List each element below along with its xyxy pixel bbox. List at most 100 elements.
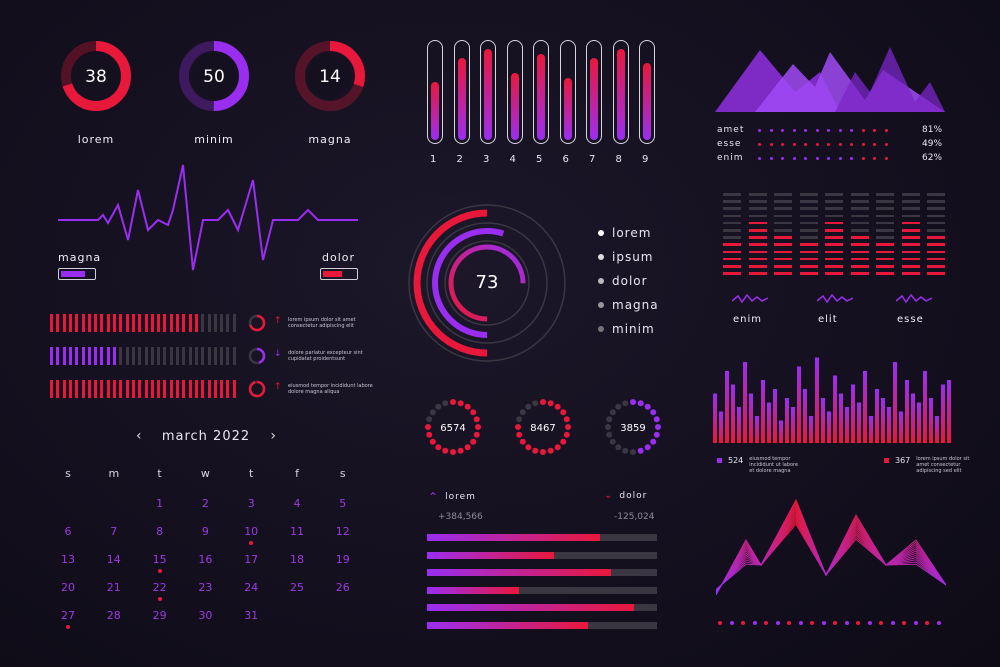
equalizer-cell (850, 193, 869, 196)
calendar-day[interactable]: 30 (198, 609, 213, 622)
calendar-marker (66, 625, 70, 629)
calendar-day[interactable]: 9 (201, 525, 209, 538)
calendar-day[interactable]: 28 (106, 609, 121, 622)
gauge-dot (429, 438, 436, 445)
chevron-right-icon[interactable]: › (270, 428, 276, 444)
calendar-day[interactable]: 6 (64, 525, 72, 538)
progress-tick (144, 347, 148, 365)
gauge-dot (532, 400, 539, 407)
bar (719, 411, 723, 443)
calendar-day[interactable]: 2 (201, 497, 209, 510)
calendar-day[interactable]: 24 (244, 581, 259, 594)
equalizer-cell (723, 243, 741, 246)
donut-ring (426, 222, 548, 344)
equalizer-cell (927, 265, 945, 268)
peak-line (716, 523, 946, 590)
calendar-marker (157, 597, 162, 601)
progress-tick (176, 380, 179, 398)
progress-tick (213, 380, 217, 398)
calendar-day[interactable]: 17 (244, 553, 259, 566)
gauge-dot (609, 409, 616, 416)
progress-tick (157, 380, 161, 398)
equalizer-cell (799, 193, 818, 196)
progress-tick (163, 380, 167, 398)
progress-tick (75, 347, 79, 365)
donut-ring (444, 240, 530, 326)
gauge-dot (519, 409, 526, 416)
donut-legend-item: magna (598, 298, 659, 312)
vertical-bar-fill (537, 53, 545, 140)
calendar-day[interactable]: 21 (106, 581, 121, 594)
calendar-day[interactable]: 14 (106, 553, 121, 566)
calendar-day[interactable]: 16 (198, 553, 213, 566)
calendar-title: march 2022 (161, 428, 251, 444)
calendar-marker (249, 541, 254, 545)
progress-tick (131, 380, 135, 398)
squiggle-line (817, 293, 853, 304)
gauge-dot (609, 438, 616, 445)
bar (929, 398, 933, 443)
squiggle-icon (732, 293, 768, 304)
calendar-day[interactable]: 10 (244, 525, 259, 538)
pct-dot (769, 143, 773, 146)
pct-dot (861, 157, 865, 160)
bar (887, 407, 891, 443)
calendar-day[interactable]: 26 (335, 581, 350, 594)
pulse-right-label: dolor (322, 251, 356, 264)
pct-row-value: 62% (922, 153, 943, 163)
donut-legend-item: minim (598, 322, 659, 336)
calendar-day[interactable]: 8 (156, 525, 164, 538)
pct-dot (884, 157, 888, 160)
gauge-label: minim (194, 133, 234, 146)
calendar-day[interactable]: 3 (247, 497, 255, 510)
arrow-up-icon: ↑ (274, 382, 282, 392)
horizontal-bar (427, 586, 657, 594)
calendar-day[interactable]: 7 (110, 525, 118, 538)
pct-dot (781, 129, 784, 132)
vertical-bar-fill (616, 48, 625, 140)
equalizer-cell (723, 250, 741, 254)
vertical-bar-fill (484, 48, 492, 140)
calendar-day[interactable]: 5 (339, 497, 347, 510)
calendar-day[interactable]: 19 (335, 553, 350, 566)
progress-row-text: lorem ipsum dolor sit amet consectetur a… (288, 317, 356, 329)
calendar-day[interactable]: 20 (61, 581, 75, 594)
progress-tick (220, 314, 224, 332)
equalizer-cell (927, 243, 945, 246)
calendar-weekday: w (200, 467, 210, 480)
calendar-day[interactable]: 18 (290, 553, 304, 566)
progress-tick (213, 314, 217, 332)
equalizer-cell (799, 250, 818, 254)
calendar-day[interactable]: 13 (61, 553, 75, 566)
bar-chart-left-value: 524 (728, 456, 744, 465)
calendar-day[interactable]: 31 (244, 609, 259, 622)
equalizer-cell (748, 250, 767, 254)
calendar-day[interactable]: 23 (198, 581, 213, 594)
calendar-day[interactable]: 1 (156, 497, 164, 510)
bar-chart-left-note: 524 eiusmod tempor incididunt ut labore … (717, 456, 804, 474)
calendar-day[interactable]: 27 (61, 609, 75, 622)
hbars-left-value: +384,566 (438, 512, 483, 522)
equalizer-cell (723, 265, 741, 268)
gauge-dot (650, 409, 657, 416)
calendar-day[interactable]: 15 (152, 553, 167, 566)
equalizer-cell (825, 207, 843, 210)
purple-square-icon (717, 458, 722, 463)
chevron-left-icon[interactable]: ‹ (136, 428, 142, 444)
bar (893, 362, 897, 443)
calendar-day[interactable]: 11 (290, 525, 304, 538)
pct-row-value: 49% (922, 139, 943, 149)
calendar-day[interactable]: 22 (152, 581, 167, 594)
equalizer-cell (850, 250, 869, 254)
calendar-day[interactable]: 29 (152, 609, 167, 622)
calendar-day[interactable]: 12 (335, 525, 350, 538)
equalizer-label: esse (897, 314, 924, 325)
calendar-day[interactable]: 4 (293, 497, 301, 510)
calendar-day[interactable]: 25 (290, 581, 304, 594)
bar (941, 384, 945, 443)
vertical-bar-label: 9 (642, 154, 649, 165)
donut-legend-item: dolor (598, 274, 659, 288)
gauge-dot (426, 416, 433, 423)
progress-tick (125, 347, 129, 365)
gauge-dot (457, 447, 464, 454)
